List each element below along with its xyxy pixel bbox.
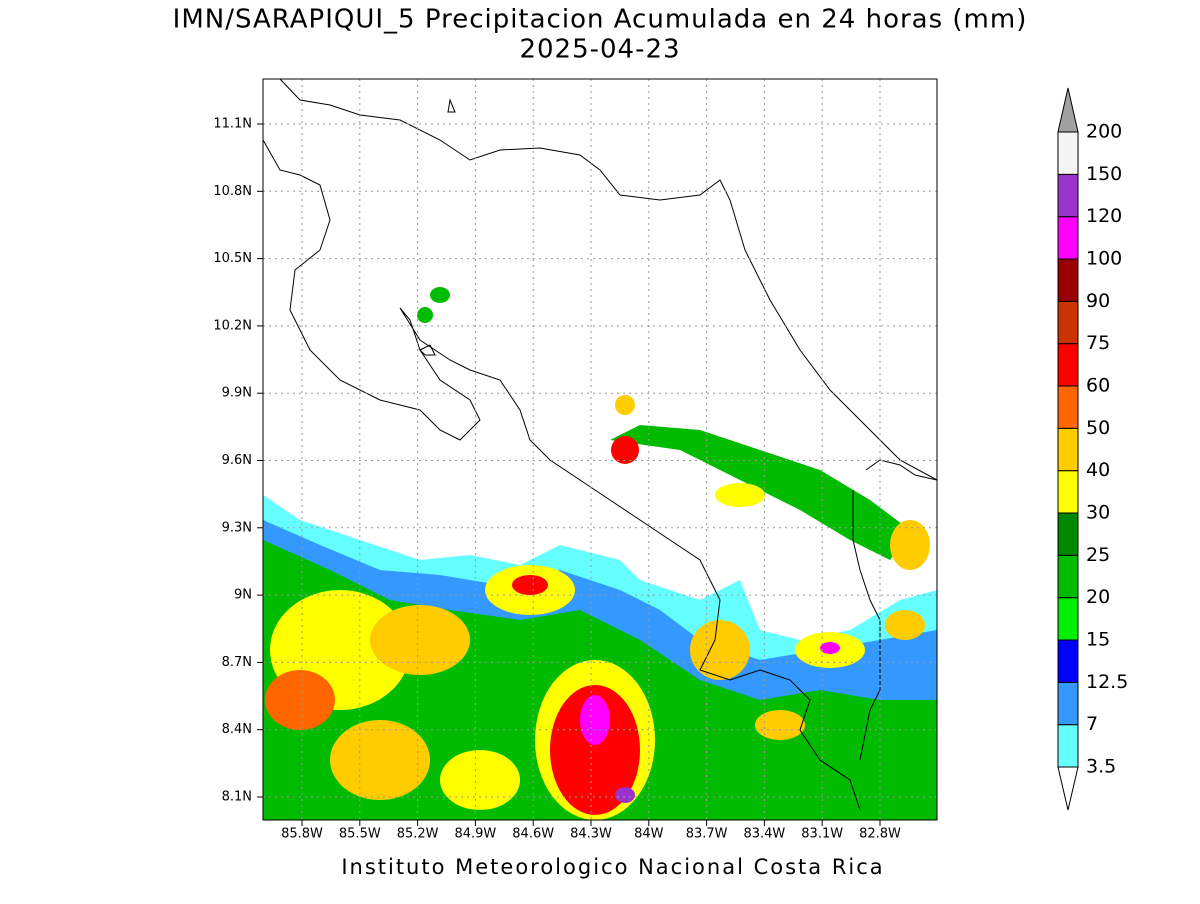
lat-label: 8.4N: [222, 722, 252, 737]
colorbar-label: 100: [1086, 248, 1122, 270]
lon-label: 84W: [634, 827, 664, 842]
colorbar-box: [1057, 385, 1079, 429]
colorbar-box: [1057, 470, 1079, 514]
colorbar-box: [1057, 258, 1079, 302]
colorbar-label: 40: [1086, 459, 1110, 481]
colorbar-box: [1057, 343, 1079, 387]
lat-label: 10.8N: [213, 184, 252, 199]
lat-label: 10.5N: [213, 251, 252, 266]
colorbar-label: 90: [1086, 290, 1110, 312]
colorbar-box: [1057, 554, 1079, 599]
precip-field: [263, 79, 937, 820]
graticule: 11.1N 10.8N 10.5N 10.2N 9.9N 9.6N 9.3N 9N 8.7N 8.…: [213, 79, 937, 842]
colorbar-box: [1057, 681, 1079, 726]
colorbar-label: 60: [1086, 375, 1110, 397]
lat-label: 11.1N: [213, 117, 252, 132]
lon-label: 83.4W: [743, 827, 785, 842]
colorbar-label: 12.5: [1086, 671, 1128, 693]
colorbar-label: 25: [1086, 544, 1110, 566]
colorbar-box: [1057, 173, 1079, 218]
lon-label: 84.9W: [454, 827, 496, 842]
lat-label: 10.2N: [213, 318, 252, 333]
colorbar-box: [1057, 512, 1079, 556]
lat-label: 8.1N: [222, 790, 252, 805]
colorbar-label: 7: [1086, 713, 1098, 735]
colorbar-box: [1057, 216, 1079, 260]
colorbar-box: [1057, 597, 1079, 641]
lat-label: 9.6N: [222, 453, 252, 468]
footer: Instituto Meteorologico Nacional Costa R…: [341, 855, 884, 879]
lon-label: 83.1W: [801, 827, 843, 842]
lon-label: 82.8W: [859, 827, 901, 842]
colorbar-label: 3.5: [1086, 756, 1116, 778]
colorbar-box: [1057, 639, 1079, 683]
map-frame: [262, 78, 938, 821]
colorbar-label: 75: [1086, 332, 1110, 354]
colorbar-box: [1057, 300, 1079, 345]
colorbar-box: [1057, 131, 1079, 175]
lat-label: 9.3N: [222, 520, 252, 535]
colorbar-label: 150: [1086, 163, 1122, 185]
colorbar-label: 20: [1086, 586, 1110, 608]
lon-label: 85.5W: [339, 827, 381, 842]
lon-label: 83.7W: [686, 827, 728, 842]
lat-label: 9.9N: [222, 386, 252, 401]
colorbar-box: [1057, 724, 1079, 768]
colorbar-box: [1057, 427, 1079, 472]
lon-label: 85.2W: [397, 827, 439, 842]
title: IMN/SARAPIQUI_5 Precipitacion Acumulada …: [173, 5, 1028, 35]
lon-label: 84.6W: [512, 827, 554, 842]
colorbar-label: 15: [1086, 629, 1110, 651]
lon-label: 85.8W: [281, 827, 323, 842]
colorbar-over: [1057, 87, 1079, 133]
lat-label: 8.7N: [222, 655, 252, 670]
colorbar-label: 50: [1086, 417, 1110, 439]
lon-label: 84.3W: [570, 827, 612, 842]
colorbar-label: 200: [1086, 121, 1122, 143]
lat-label: 9N: [234, 588, 252, 603]
colorbar: 3.5 7 12.5 15 20 25 30 40 50 60 75 90 100 120 150 200: [1057, 87, 1128, 811]
colorbar-under: [1057, 766, 1079, 811]
subtitle: 2025-04-23: [519, 35, 680, 65]
colorbar-label: 30: [1086, 502, 1110, 524]
colorbar-label: 120: [1086, 205, 1122, 227]
